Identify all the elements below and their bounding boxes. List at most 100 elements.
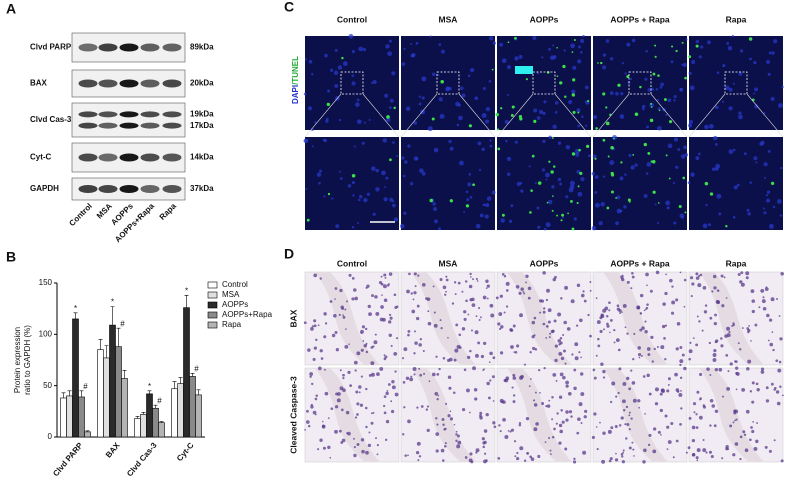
tunel-signal	[440, 80, 444, 84]
cell	[322, 420, 324, 423]
nucleus	[388, 106, 392, 109]
cell	[655, 270, 660, 275]
cell	[691, 453, 696, 457]
tunel-signal	[552, 195, 554, 197]
cell	[413, 272, 417, 276]
cell	[613, 341, 616, 344]
cell	[573, 368, 577, 372]
nucleus	[307, 106, 312, 111]
cell	[480, 354, 485, 359]
cell	[470, 276, 472, 278]
cell	[482, 369, 485, 372]
cell	[735, 418, 738, 421]
cell	[525, 274, 529, 279]
cell	[671, 311, 675, 315]
nucleus	[702, 223, 708, 229]
cell	[380, 275, 383, 278]
nucleus	[481, 112, 487, 118]
cell	[527, 296, 531, 300]
cell	[370, 421, 374, 425]
bone-trabecula	[411, 272, 476, 365]
cell	[596, 448, 599, 451]
tunel-signal	[620, 161, 623, 164]
cell	[436, 372, 440, 376]
nucleus	[567, 99, 573, 105]
cell	[318, 366, 322, 371]
cell	[599, 329, 603, 333]
cell	[382, 284, 387, 289]
cell	[348, 273, 352, 277]
nucleus	[615, 221, 619, 226]
tunel-signal	[497, 147, 501, 151]
nucleus	[335, 224, 340, 229]
cell	[574, 356, 579, 361]
cell	[386, 390, 389, 392]
nucleus	[543, 100, 547, 104]
nucleus	[324, 53, 328, 58]
cell	[520, 374, 524, 379]
nucleus	[363, 121, 366, 124]
cell	[687, 446, 691, 450]
nucleus	[536, 116, 541, 120]
cell	[485, 287, 488, 289]
nucleus	[518, 55, 523, 59]
cell	[688, 357, 691, 361]
nucleus	[700, 45, 704, 49]
nucleus	[482, 86, 486, 91]
cell	[771, 331, 774, 333]
cell	[342, 377, 345, 380]
cell	[542, 310, 546, 314]
cell	[580, 372, 584, 376]
legend-swatch	[207, 321, 218, 329]
cell	[548, 437, 551, 440]
tunel-signal	[725, 225, 728, 228]
nucleus	[746, 208, 750, 212]
nucleus	[670, 60, 674, 64]
cell	[608, 301, 611, 305]
cell	[576, 431, 580, 435]
cell	[727, 370, 730, 373]
nucleus	[688, 119, 694, 124]
cell	[385, 391, 389, 396]
cell	[571, 353, 574, 356]
nucleus	[665, 113, 668, 117]
cell	[553, 427, 556, 431]
cell	[323, 312, 327, 316]
cell	[335, 348, 339, 352]
cell	[548, 336, 551, 339]
cell	[663, 337, 666, 340]
cell	[543, 307, 546, 310]
cell	[436, 398, 439, 401]
band	[119, 79, 139, 88]
cell	[425, 408, 429, 411]
nucleus	[368, 118, 371, 121]
nucleus	[591, 225, 597, 231]
cell	[621, 455, 624, 458]
cell	[412, 366, 417, 371]
cell	[702, 448, 707, 453]
tunel-signal	[632, 153, 635, 156]
nucleus	[421, 171, 426, 176]
nucleus	[716, 193, 722, 199]
cell	[760, 367, 765, 371]
cell	[435, 355, 438, 358]
cell	[570, 299, 575, 304]
cell	[660, 345, 665, 350]
nucleus	[609, 160, 615, 166]
nucleus	[421, 76, 427, 82]
cell	[648, 392, 652, 396]
nucleus	[384, 186, 387, 189]
kda-label: 14kDa	[190, 153, 214, 162]
cell	[304, 429, 306, 431]
tunel-signal	[654, 55, 657, 58]
cell	[405, 376, 410, 381]
cell	[570, 415, 573, 418]
nucleus	[413, 121, 418, 125]
cell	[745, 409, 750, 414]
cell	[671, 300, 676, 305]
nucleus	[334, 84, 339, 88]
cell	[767, 339, 770, 342]
cell	[582, 450, 587, 455]
cell	[773, 439, 776, 442]
cell	[510, 428, 515, 432]
